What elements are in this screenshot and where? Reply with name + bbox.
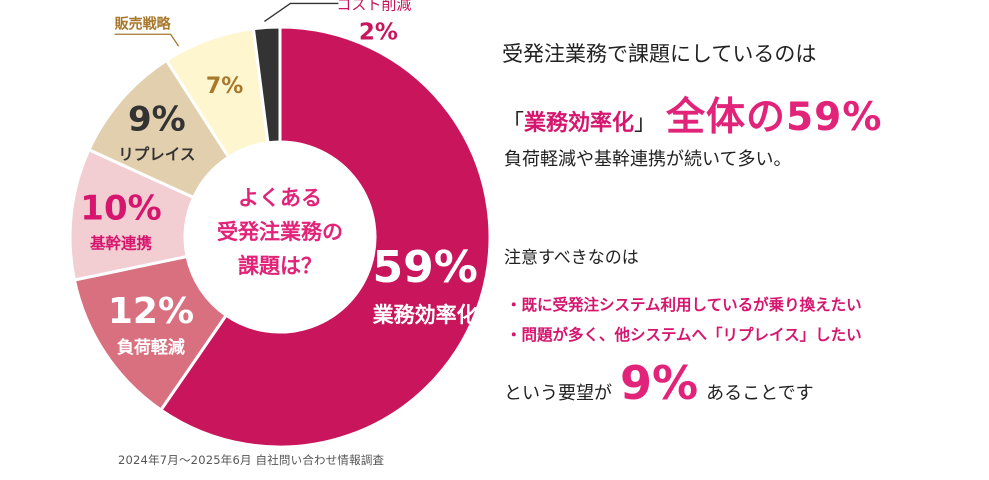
slice-label-name: 業務効率化 (373, 303, 478, 327)
note-item: 問題が多く、他システムへ「リプレイス」したい (506, 320, 862, 350)
headline-line2: 「 業務効率化 」 全体の59% (502, 86, 882, 142)
note-item: 既に受発注システム利用しているが乗り換えたい (506, 290, 862, 320)
conclusion-before: という要望が (504, 383, 612, 404)
slice-label-value: 12% (108, 291, 194, 332)
slice-label-value: 7% (206, 74, 243, 99)
center-label: よくある (238, 186, 322, 210)
slice-label-name: 販売戦略 (115, 15, 172, 32)
source-note: 2024年7月〜2025年6月 自社問い合わせ情報調査 (118, 453, 385, 467)
slice-label-value: 2% (359, 19, 398, 45)
bracket-close: 」 (634, 111, 657, 136)
slice-label-name: 基幹連携 (89, 233, 152, 252)
bracket-open: 「 (502, 111, 525, 136)
donut-slice-6 (251, 25, 282, 145)
slice-label-value: 9% (128, 99, 186, 139)
note-title: 注意すべきなのは (504, 248, 639, 268)
headline-line1: 受発注業務で課題にしているのは (502, 42, 817, 66)
conclusion: という要望が 9% あることです (504, 356, 814, 410)
headline-line3: 負荷軽減や基幹連携が続いて多い。 (504, 149, 792, 170)
donut-slice-1 (158, 25, 492, 449)
center-label: 課題は？ (238, 254, 322, 278)
headline-big-figure: 全体の59% (666, 95, 883, 140)
conclusion-after: あることです (706, 383, 814, 404)
summary-panel: 受発注業務で課題にしているのは 「 業務効率化 」 全体の59% 負荷軽減や基幹… (502, 0, 982, 480)
callout-line (114, 33, 180, 47)
highlight-term: 業務効率化 (524, 111, 635, 136)
note-list: 既に受発注システム利用しているが乗り換えたい 問題が多く、他システムへ「リプレイ… (506, 290, 862, 350)
slice-label-name: コスト削減 (336, 0, 411, 13)
donut-slice-2 (72, 254, 229, 413)
callout-line (264, 2, 339, 22)
conclusion-value: 9% (620, 356, 699, 410)
slice-label-value: 10% (80, 188, 161, 228)
slice-label-name: 負荷軽減 (117, 337, 185, 358)
center-label: 受発注業務の (217, 220, 343, 244)
slice-label-value: 59% (372, 242, 477, 293)
donut-chart: 59% 業務効率化 12% 負荷軽減 10% 基幹連携 9% リプレイス 7% 販売戦略 コスト削減… (68, 0, 492, 449)
slice-label-name: リプレイス (118, 144, 195, 163)
